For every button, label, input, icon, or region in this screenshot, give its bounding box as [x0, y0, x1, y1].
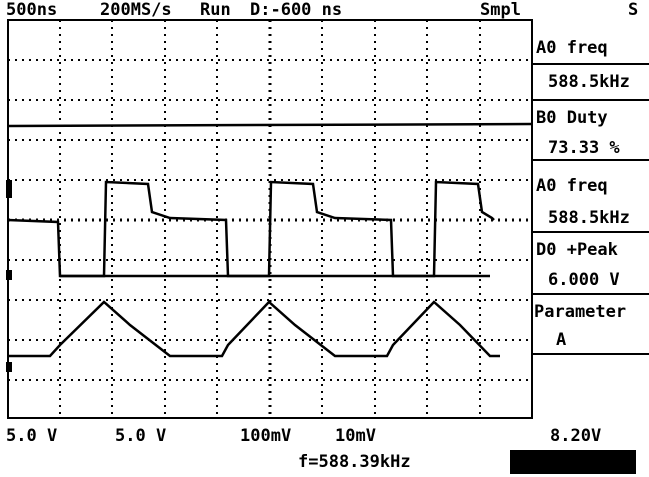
- parameter-label: Parameter: [534, 302, 626, 322]
- waveforms: [6, 122, 533, 372]
- ch2-marker: [6, 270, 12, 280]
- meas-value: 588.5kHz: [548, 72, 630, 92]
- top-bar: 500ns 200MS/s Run D:-600 ns Smpl S: [6, 0, 638, 20]
- meas-value: 73.33 %: [548, 138, 620, 158]
- status-block: [510, 450, 636, 474]
- graticule: [7, 19, 533, 419]
- ch4-scale: 10mV: [335, 426, 376, 446]
- trigger-level: 8.20V: [550, 426, 601, 446]
- trace-flat: [7, 122, 533, 128]
- meas-label: A0 freq: [536, 176, 608, 196]
- trigger: S: [628, 0, 638, 20]
- bottom-bar: 5.0 V 5.0 V 100mV 10mV 8.20V f=588.39kHz: [6, 426, 636, 474]
- meas-value: 6.000 V: [548, 270, 620, 290]
- timebase: 500ns: [6, 0, 57, 20]
- mode: Smpl: [480, 0, 521, 20]
- ch1-marker: [6, 180, 12, 198]
- ch2-scale: 5.0 V: [115, 426, 166, 446]
- meas-value: 588.5kHz: [548, 208, 630, 228]
- trace-square: [7, 180, 495, 278]
- parameter-value: A: [556, 330, 566, 350]
- sample-rate: 200MS/s: [100, 0, 172, 20]
- frequency: f=588.39kHz: [298, 452, 411, 472]
- trace-triangle: [8, 300, 500, 358]
- ch3-marker: [6, 362, 12, 372]
- meas-label: D0 +Peak: [536, 240, 618, 260]
- measurement-panel: A0 freq 588.5kHz B0 Duty 73.33 % A0 freq…: [532, 38, 649, 355]
- status: Run: [200, 0, 231, 20]
- ch3-scale: 100mV: [240, 426, 291, 446]
- delay: D:-600 ns: [250, 0, 342, 20]
- ch1-scale: 5.0 V: [6, 426, 57, 446]
- meas-label: B0 Duty: [536, 108, 608, 128]
- meas-label: A0 freq: [536, 38, 608, 58]
